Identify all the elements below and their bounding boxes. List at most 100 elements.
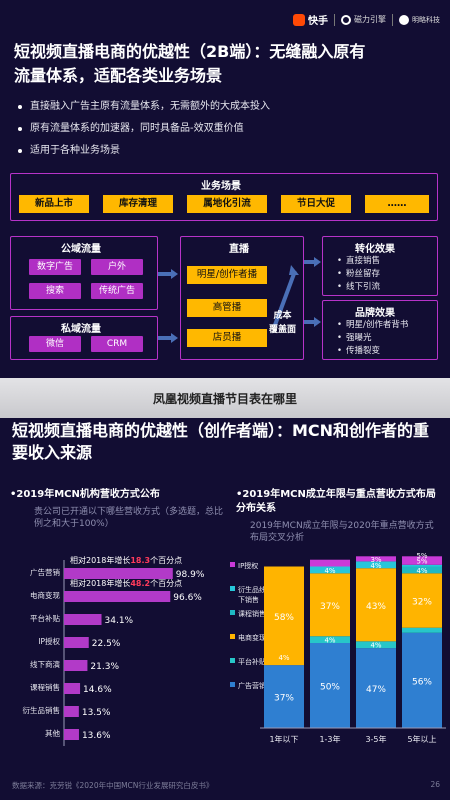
segment-label: 32% [412, 598, 432, 608]
stack-segment [310, 636, 350, 643]
cili-label: 磁力引擎 [354, 15, 386, 24]
bar [64, 591, 171, 602]
brand-effect-item: 强曝光 [337, 332, 408, 345]
kuaishou-logo: 快手 [293, 12, 328, 27]
brand-effect-item: 明星/创作者背书 [337, 319, 408, 332]
segment-label: 4% [278, 654, 289, 662]
live-chip: 明星/创作者播 [187, 266, 267, 284]
bar-value-label: 21.3% [90, 662, 119, 672]
scenario-chip: …… [365, 195, 429, 213]
scenario-title: 业务场景 [201, 181, 241, 192]
cost-arrow-icon [273, 265, 299, 326]
left-section-subtitle: 贵公司已开通以下哪些营收方式（多选题，总比例之和大于100%） [34, 507, 224, 529]
bullet-item: 直接融入广告主原有流量体系，无需额外的大成本投入 [18, 96, 270, 118]
traffic-chip: 传统广告 [91, 283, 143, 299]
bar [64, 614, 102, 625]
kuaishou-label: 快手 [308, 16, 328, 27]
stack-segment [310, 643, 350, 728]
conversion-list: 直接销售 粉丝留存 线下引流 [337, 255, 380, 294]
page-number: 26 [430, 780, 440, 789]
bar [64, 683, 81, 694]
right-section-title: •2019年MCN成立年限与重点营收方式布局分布关系 [236, 489, 436, 514]
category-label: IP授权 [38, 636, 60, 646]
segment-label: 43% [366, 602, 386, 612]
mk-label: 明略科技 [412, 15, 440, 24]
bar-value-label: 96.6% [173, 593, 202, 603]
conversion-item: 直接销售 [337, 255, 380, 268]
segment-label: 4% [370, 562, 381, 570]
traffic-chip: 搜索 [29, 283, 81, 299]
growth-annotation: 相对2018年增长18.3个百分点 [70, 555, 182, 565]
stack-segment [264, 566, 304, 666]
stack-segment [402, 632, 442, 728]
public-traffic-box: 公域流量 数字广告 户外 搜索 传统广告 [10, 236, 158, 310]
stack-segment [356, 561, 396, 569]
bar-value-label: 13.6% [82, 731, 111, 741]
bar-value-label: 22.5% [92, 639, 121, 649]
conversion-box: 转化效果 直接销售 粉丝留存 线下引流 [322, 236, 438, 296]
bar [64, 637, 89, 648]
traffic-chip: CRM [91, 336, 143, 352]
stack-segment [402, 556, 442, 565]
bullet-text: 直接融入广告主原有流量体系，无需额外的大成本投入 [30, 101, 270, 112]
arrow-right-icon [171, 269, 178, 279]
cili-logo: 磁力引擎 [341, 14, 386, 25]
category-label: 线下商演 [30, 659, 60, 669]
bar [64, 568, 173, 579]
conversion-title: 转化效果 [355, 244, 395, 255]
legend-swatch [230, 610, 235, 615]
brand-effect-list: 明星/创作者背书 强曝光 传播裂变 [337, 319, 408, 358]
cili-icon [341, 14, 351, 25]
stack-segment [356, 556, 396, 562]
arrow-right-icon [314, 317, 321, 327]
arrow-right-icon [314, 257, 321, 267]
category-label: 广告营销 [30, 567, 60, 577]
arrow [158, 336, 172, 340]
legend-swatch [230, 562, 235, 567]
scenario-chip: 库存清理 [103, 195, 173, 213]
brand-separator [392, 13, 393, 26]
private-traffic-title: 私域流量 [61, 324, 101, 335]
caption-band: 凤凰视频直播节目表在哪里 [0, 378, 450, 418]
legend-label: 平台补贴 [238, 657, 266, 666]
x-tick-label: 3-5年 [365, 734, 386, 744]
arrow [304, 260, 316, 264]
segment-label: 56% [412, 677, 432, 687]
scenario-chip: 新品上市 [19, 195, 89, 213]
arrow-right-icon [171, 333, 178, 343]
slide-title: 短视频直播电商的优越性（2B端）：无缝融入原有流量体系，适配各类业务场景 [14, 42, 366, 85]
legend-swatch [230, 586, 235, 591]
legend-label: 课程销售 [238, 609, 266, 618]
brand-effect-box: 品牌效果 明星/创作者背书 强曝光 传播裂变 [322, 300, 438, 360]
stack-segment [310, 566, 350, 574]
x-tick-label: 1年以下 [269, 734, 298, 744]
bullet-text: 原有流量体系的加速器，同时具备品-效双重价值 [30, 123, 244, 134]
mk-logo: 明略科技 [399, 14, 440, 25]
stack-segment [356, 648, 396, 728]
stack-segment [264, 665, 304, 728]
bar-value-label: 13.5% [82, 708, 111, 718]
category-label: 衍生品销售 [23, 705, 61, 715]
category-label: 课程销售 [30, 682, 60, 692]
public-traffic-title: 公域流量 [61, 244, 101, 255]
stack-segment [402, 566, 442, 574]
conversion-item: 粉丝留存 [337, 268, 380, 281]
traffic-chip: 微信 [29, 336, 81, 352]
bar [64, 706, 79, 717]
segment-label: 50% [320, 683, 340, 693]
stack-segment [356, 568, 396, 642]
legend-label: 电商变现 [238, 633, 266, 642]
legend-swatch [230, 682, 235, 687]
mcn-revenue-bar-chart: 广告营销 98.9% 电商变现 96.6% 平台补贴 34.1% IP授权 22.5% 线下商演… [23, 555, 205, 746]
segment-label: 4% [370, 642, 381, 650]
bar-value-label: 34.1% [105, 616, 134, 626]
category-label: 平台补贴 [30, 613, 60, 623]
arrow [158, 272, 172, 276]
legend-label: 广告营销 [238, 681, 266, 690]
cost-coverage-label: 成本 覆盖面 [269, 311, 297, 335]
stack-segment [356, 641, 396, 649]
left-section-title: •2019年MCN机构营收方式公布 [10, 489, 160, 500]
legend-swatch [230, 658, 235, 663]
bar-value-label: 14.6% [83, 685, 112, 695]
